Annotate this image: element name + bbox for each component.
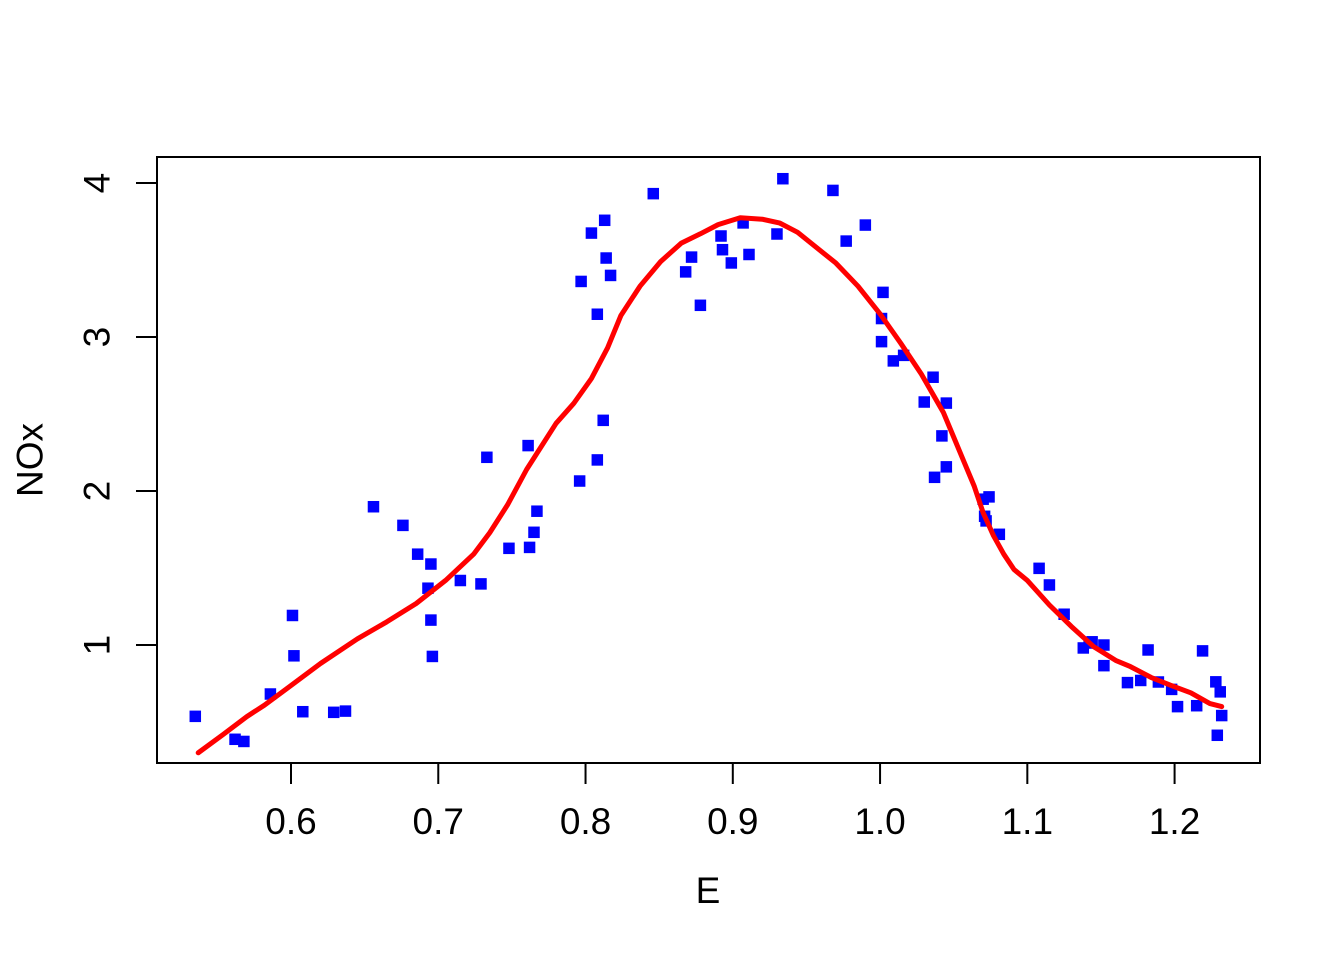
- data-point: [286, 609, 299, 622]
- data-point: [875, 335, 888, 348]
- data-point: [897, 349, 910, 362]
- data-point: [264, 688, 277, 700]
- data-point: [585, 227, 598, 239]
- data-point: [522, 439, 534, 452]
- data-point: [229, 733, 241, 746]
- x-axis-tick-label: 0.6: [265, 801, 316, 842]
- data-point: [983, 491, 995, 503]
- data-point: [918, 396, 930, 408]
- data-point: [575, 275, 587, 288]
- data-point: [1058, 608, 1070, 620]
- data-point: [993, 528, 1006, 541]
- data-point: [1033, 562, 1045, 575]
- x-axis-tick-label: 0.8: [560, 801, 611, 842]
- x-axis-tick-label: 1.2: [1149, 801, 1200, 842]
- data-point: [716, 243, 729, 256]
- axes-layer: 0.6 0.7 0.8 0.9 1.0 1.1 1.2 1 2 3 4: [77, 173, 1201, 842]
- data-point: [1043, 579, 1056, 591]
- data-point: [600, 252, 612, 264]
- data-point: [927, 371, 939, 383]
- data-point: [1210, 676, 1222, 688]
- plot-border: [156, 156, 1261, 764]
- data-point: [840, 235, 852, 247]
- data-point: [1098, 639, 1110, 651]
- data-point: [679, 266, 692, 278]
- data-point: [743, 248, 755, 261]
- data-point: [1077, 642, 1090, 654]
- data-point: [725, 257, 738, 269]
- data-point: [422, 582, 434, 594]
- data-point: [503, 542, 515, 555]
- data-point: [1142, 644, 1154, 656]
- data-point: [288, 650, 300, 662]
- data-point: [694, 299, 707, 312]
- data-point: [523, 541, 536, 554]
- data-point: [573, 475, 586, 487]
- data-point: [1165, 683, 1178, 696]
- data-point: [604, 269, 617, 282]
- data-point: [425, 558, 437, 570]
- smooth-curve: [195, 215, 1225, 756]
- data-point: [339, 705, 352, 717]
- data-point: [928, 471, 941, 484]
- y-axis-tick-label: 1: [77, 635, 118, 656]
- y-axis-tick-label: 2: [77, 481, 118, 502]
- data-point: [1121, 676, 1134, 689]
- data-point: [597, 414, 609, 427]
- x-axis-tick-label: 1.1: [1002, 801, 1053, 842]
- y-axis-tick-label: 4: [77, 173, 118, 194]
- data-point: [531, 505, 543, 517]
- data-point: [411, 548, 424, 560]
- x-axis-title: E: [696, 870, 721, 911]
- x-axis-tick-label: 0.7: [413, 801, 464, 842]
- y-axis-title: NOx: [10, 423, 51, 498]
- data-point: [454, 574, 467, 587]
- data-point: [887, 355, 900, 367]
- data-point: [1086, 636, 1098, 648]
- data-point: [591, 308, 604, 320]
- data-point: [737, 217, 749, 229]
- data-point: [859, 219, 872, 231]
- data-point: [598, 214, 611, 227]
- smooth-curve-layer: [195, 215, 1225, 756]
- data-point: [940, 397, 953, 409]
- data-point: [591, 454, 604, 466]
- data-point: [777, 172, 789, 185]
- data-point: [647, 187, 660, 200]
- data-point: [877, 286, 889, 299]
- data-point: [1214, 686, 1226, 698]
- data-point: [1134, 674, 1147, 687]
- data-point: [189, 710, 202, 723]
- data-point: [1196, 645, 1209, 657]
- data-point: [481, 451, 493, 464]
- data-point: [426, 650, 439, 663]
- x-axis-tick-label: 0.9: [707, 801, 758, 842]
- data-point: [1215, 709, 1228, 722]
- data-point: [425, 614, 437, 626]
- data-point: [771, 228, 783, 240]
- data-point: [238, 735, 250, 748]
- data-point: [1211, 729, 1224, 742]
- data-point: [1098, 659, 1110, 672]
- data-point: [977, 493, 989, 505]
- x-axis-tick-label: 1.0: [854, 801, 905, 842]
- data-point: [367, 500, 380, 513]
- data-point: [397, 519, 409, 532]
- data-point: [936, 430, 948, 442]
- data-point: [1171, 700, 1184, 713]
- data-point: [327, 706, 340, 719]
- data-point: [827, 184, 839, 197]
- scatter-points-layer: [189, 172, 1228, 748]
- data-point: [1190, 699, 1203, 712]
- data-point: [940, 461, 953, 473]
- data-point: [475, 578, 487, 590]
- data-point: [297, 705, 309, 718]
- y-axis-tick-label: 3: [77, 327, 118, 348]
- data-point: [685, 251, 698, 263]
- data-point: [715, 230, 727, 242]
- data-point: [528, 526, 540, 539]
